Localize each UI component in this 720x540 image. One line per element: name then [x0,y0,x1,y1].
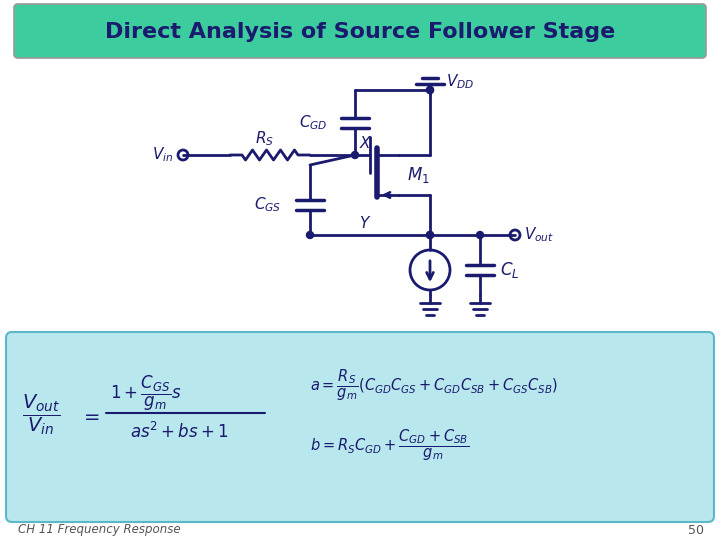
Text: $R_S$: $R_S$ [256,130,274,148]
Circle shape [426,232,433,239]
Circle shape [307,232,313,239]
Text: $1+\dfrac{C_{GS}}{g_m}s$: $1+\dfrac{C_{GS}}{g_m}s$ [110,373,182,413]
Text: $M_1$: $M_1$ [407,165,430,185]
Text: Direct Analysis of Source Follower Stage: Direct Analysis of Source Follower Stage [105,22,615,42]
Text: $=$: $=$ [80,406,100,424]
Text: $V_{DD}$: $V_{DD}$ [446,73,474,91]
Text: $V_{out}$: $V_{out}$ [524,226,554,244]
Text: CH 11 Frequency Response: CH 11 Frequency Response [18,523,181,537]
Text: 50: 50 [688,523,704,537]
FancyBboxPatch shape [14,4,706,58]
Circle shape [477,232,484,239]
Text: $V_{in}$: $V_{in}$ [152,146,173,164]
Text: $Y$: $Y$ [359,215,372,231]
Text: $C_{GD}$: $C_{GD}$ [299,113,328,132]
Circle shape [426,232,433,239]
Text: $a=\dfrac{R_S}{g_m}(C_{GD}C_{GS}+C_{GD}C_{SB}+C_{GS}C_{SB})$: $a=\dfrac{R_S}{g_m}(C_{GD}C_{GS}+C_{GD}C… [310,367,558,403]
Circle shape [426,86,433,93]
Text: $C_{GS}$: $C_{GS}$ [254,195,282,214]
Circle shape [426,86,433,93]
Text: $X$: $X$ [359,135,372,151]
FancyBboxPatch shape [6,332,714,522]
Text: $as^2+bs+1$: $as^2+bs+1$ [130,422,229,442]
Circle shape [351,152,359,159]
Text: $b=R_SC_{GD}+\dfrac{C_{GD}+C_{SB}}{g_m}$: $b=R_SC_{GD}+\dfrac{C_{GD}+C_{SB}}{g_m}$ [310,427,469,463]
Text: $C_L$: $C_L$ [500,260,519,280]
Text: $\dfrac{V_{out}}{V_{in}}$: $\dfrac{V_{out}}{V_{in}}$ [22,393,60,437]
